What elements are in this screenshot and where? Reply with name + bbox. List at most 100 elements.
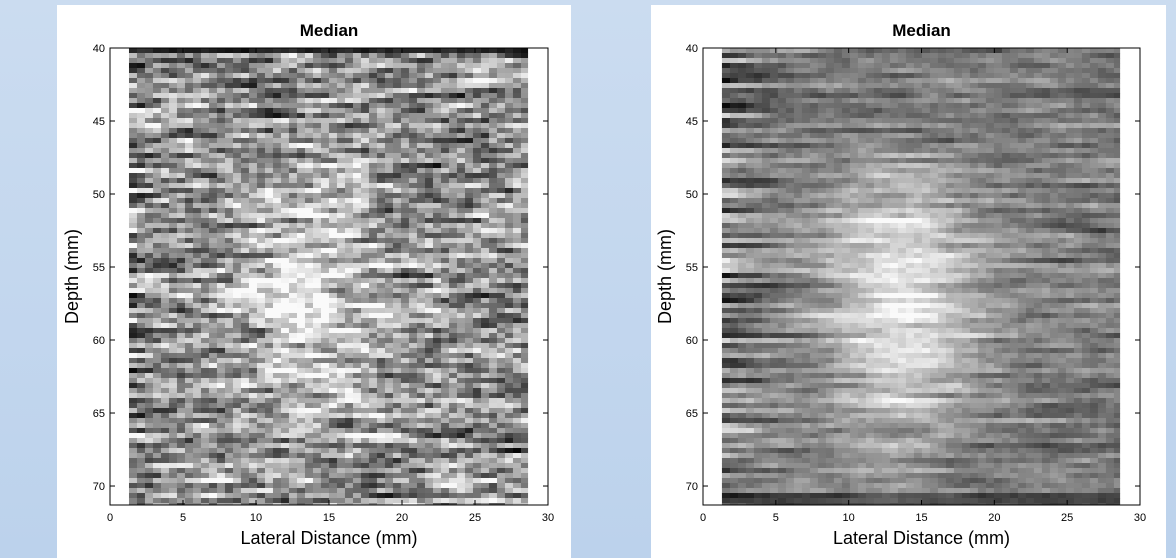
- image-cell: [185, 213, 194, 219]
- image-cell: [313, 353, 322, 359]
- image-cell: [409, 438, 418, 444]
- image-cell: [297, 168, 306, 174]
- image-cell: [361, 58, 370, 64]
- image-cell: [249, 58, 257, 64]
- image-cell: [129, 258, 138, 264]
- image-cell: [513, 373, 522, 379]
- image-cell: [810, 53, 819, 59]
- image-cell: [185, 228, 194, 234]
- image-cell: [225, 383, 234, 389]
- image-cell: [329, 373, 338, 379]
- image-cell: [465, 138, 474, 144]
- image-cell: [185, 118, 194, 124]
- image-cell: [257, 188, 266, 194]
- image-cell: [393, 358, 402, 364]
- image-cell: [954, 73, 963, 79]
- image-cell: [289, 243, 298, 249]
- image-cell: [1114, 48, 1120, 54]
- image-cell: [193, 258, 202, 264]
- image-cell: [153, 243, 162, 249]
- image-cell: [257, 108, 266, 114]
- image-cell: [401, 433, 410, 439]
- image-cell: [129, 178, 138, 184]
- image-cell: [425, 283, 434, 289]
- image-cell: [505, 348, 513, 354]
- image-cell: [233, 168, 242, 174]
- image-cell: [425, 173, 434, 179]
- image-cell: [858, 73, 867, 79]
- image-cell: [153, 423, 162, 429]
- image-cell: [497, 118, 506, 124]
- image-cell: [265, 268, 274, 274]
- image-cell: [481, 428, 490, 434]
- image-cell: [249, 378, 257, 384]
- image-cell: [417, 333, 426, 339]
- image-cell: [417, 313, 426, 319]
- image-cell: [449, 203, 458, 209]
- image-cell: [385, 213, 394, 219]
- image-cell: [321, 353, 330, 359]
- image-cell: [345, 293, 354, 299]
- image-cell: [722, 58, 731, 64]
- image-cell: [417, 268, 426, 274]
- image-cell: [169, 223, 178, 229]
- image-cell: [129, 438, 138, 444]
- image-cell: [954, 63, 963, 69]
- image-cell: [321, 483, 330, 489]
- image-cell: [417, 473, 426, 479]
- image-cell: [209, 193, 218, 199]
- image-cell: [465, 108, 474, 114]
- image-cell: [497, 133, 506, 139]
- image-cell: [417, 423, 426, 429]
- image-cell: [313, 118, 322, 124]
- image-cell: [385, 408, 394, 414]
- image-cell: [489, 293, 498, 299]
- image-cell: [521, 203, 528, 209]
- image-cell: [337, 153, 346, 159]
- image-cell: [241, 418, 250, 424]
- image-cell: [145, 103, 154, 109]
- image-cell: [297, 293, 306, 299]
- image-cell: [521, 143, 528, 149]
- image-cell: [169, 473, 178, 479]
- image-cell: [297, 153, 306, 159]
- image-cell: [321, 273, 330, 279]
- image-cell: [489, 423, 498, 429]
- image-cell: [353, 218, 362, 224]
- image-cell: [217, 203, 226, 209]
- image-cell: [369, 308, 378, 314]
- image-cell: [353, 98, 362, 104]
- image-cell: [361, 228, 370, 234]
- image-cell: [521, 243, 528, 249]
- image-cell: [265, 203, 274, 209]
- image-cell: [409, 443, 418, 449]
- image-cell: [385, 468, 394, 474]
- image-cell: [393, 203, 402, 209]
- image-cell: [409, 303, 418, 309]
- image-cell: [137, 343, 146, 349]
- image-cell: [217, 133, 226, 139]
- image-cell: [161, 213, 170, 219]
- image-cell: [169, 178, 178, 184]
- image-cell: [257, 128, 266, 134]
- image-cell: [289, 403, 298, 409]
- image-cell: [465, 253, 474, 259]
- image-cell: [513, 53, 522, 59]
- image-cell: [209, 273, 218, 279]
- image-cell: [305, 393, 314, 399]
- image-cell: [385, 308, 394, 314]
- image-cell: [209, 223, 218, 229]
- image-cell: [361, 438, 370, 444]
- image-cell: [337, 428, 346, 434]
- image-cell: [305, 443, 314, 449]
- image-cell: [241, 258, 250, 264]
- image-cell: [169, 348, 178, 354]
- image-cell: [513, 103, 522, 109]
- image-cell: [369, 248, 378, 254]
- image-cell: [289, 368, 298, 374]
- image-cell: [161, 308, 170, 314]
- image-cell: [361, 53, 370, 59]
- image-cell: [497, 418, 506, 424]
- image-cell: [129, 213, 138, 219]
